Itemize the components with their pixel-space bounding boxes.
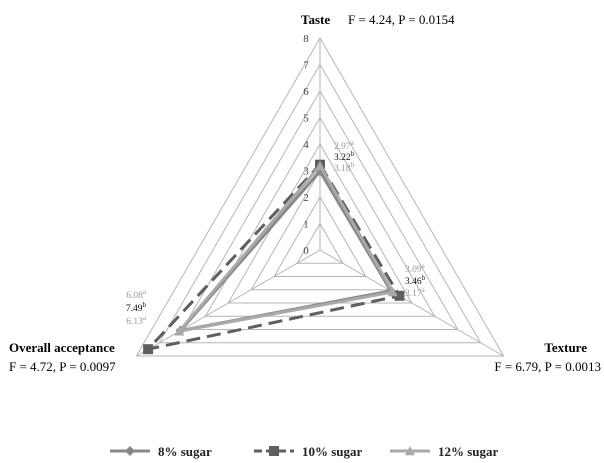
data-label: 3.22b bbox=[334, 150, 355, 163]
axis-stat-texture: F = 6.79, P = 0.0013 bbox=[494, 359, 601, 374]
radial-tick-label: 5 bbox=[303, 113, 309, 125]
square-marker bbox=[143, 344, 154, 355]
triangle-marker bbox=[174, 326, 185, 336]
data-label: 6.13a bbox=[126, 314, 147, 327]
triangle-marker bbox=[405, 446, 415, 456]
axis-title-overall-acceptance: Overall acceptance bbox=[9, 340, 115, 355]
grid-ring bbox=[273, 196, 367, 277]
grid-ring bbox=[181, 90, 459, 330]
square-marker bbox=[269, 446, 279, 456]
data-label: 3.09a bbox=[405, 262, 426, 275]
radial-tick-label: 2 bbox=[303, 192, 309, 204]
series-line-3 bbox=[177, 164, 395, 333]
axis-stat-overall-acceptance: F = 4.72, P = 0.0097 bbox=[9, 359, 116, 374]
data-label: 2.97a bbox=[334, 139, 355, 152]
radial-tick-label: 3 bbox=[303, 166, 309, 178]
square-marker bbox=[394, 290, 405, 301]
data-label: 3.17a bbox=[405, 286, 426, 299]
data-label: 3.46b bbox=[405, 274, 426, 287]
triangle-marker bbox=[315, 160, 325, 170]
data-label: 3.18b bbox=[334, 161, 355, 174]
grid-ring bbox=[296, 222, 344, 264]
grid-spoke bbox=[136, 249, 321, 357]
grid-ring bbox=[158, 63, 482, 344]
radial-tick-label: 6 bbox=[303, 86, 309, 98]
radial-tick-label: 7 bbox=[303, 60, 309, 72]
radial-tick-label: 8 bbox=[303, 33, 309, 45]
legend-label: 10% sugar bbox=[302, 444, 363, 459]
triangle-marker bbox=[387, 287, 398, 297]
legend-label: 8% sugar bbox=[158, 444, 212, 459]
radar-grid bbox=[135, 37, 505, 357]
diamond-marker bbox=[125, 446, 135, 456]
legend: 8% sugar 10% sugar 12% sugar bbox=[110, 444, 499, 459]
radial-tick-labels: 0 1 2 3 4 5 6 7 8 bbox=[303, 33, 309, 257]
axis-title-texture: Texture bbox=[544, 340, 587, 355]
radial-tick-label: 1 bbox=[303, 219, 309, 231]
data-label: 6.08a bbox=[126, 288, 147, 301]
data-label: 7.49b bbox=[126, 301, 147, 314]
axis-title-taste: Taste bbox=[301, 12, 330, 27]
grid-ring bbox=[135, 37, 505, 357]
legend-label: 12% sugar bbox=[438, 444, 499, 459]
series-line-2 bbox=[146, 163, 401, 351]
grid-ring bbox=[204, 116, 436, 317]
axis-stat-taste: F = 4.24, P = 0.0154 bbox=[348, 12, 455, 27]
grid-spoke bbox=[319, 249, 504, 357]
radial-tick-label: 4 bbox=[303, 139, 309, 151]
radial-tick-label: 0 bbox=[303, 245, 309, 257]
series-layer bbox=[143, 159, 405, 355]
